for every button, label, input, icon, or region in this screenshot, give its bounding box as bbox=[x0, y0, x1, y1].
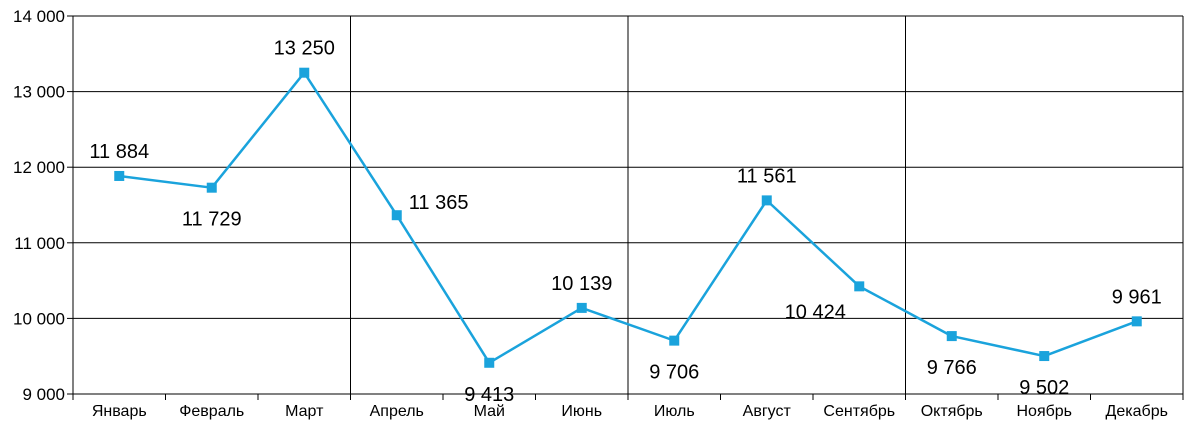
data-label: 9 961 bbox=[1112, 286, 1162, 308]
series-line-group bbox=[119, 71, 1138, 365]
data-label: 10 424 bbox=[785, 301, 846, 323]
data-label: 9 413 bbox=[464, 384, 514, 406]
x-category-label: Июнь bbox=[561, 403, 602, 420]
x-category-label: Февраль bbox=[179, 403, 244, 420]
data-label: 9 706 bbox=[649, 362, 699, 384]
data-point-marker bbox=[206, 182, 217, 193]
data-point-marker bbox=[669, 335, 680, 346]
x-category-label: Сентябрь bbox=[823, 403, 895, 420]
data-point-marker bbox=[391, 210, 402, 221]
series-markers bbox=[114, 67, 1142, 368]
data-label: 11 365 bbox=[409, 192, 469, 214]
y-tick-label: 9 000 bbox=[22, 385, 65, 404]
y-tick-label: 11 000 bbox=[14, 234, 65, 253]
data-label: 11 884 bbox=[89, 141, 149, 163]
data-point-marker bbox=[761, 195, 772, 206]
data-point-marker bbox=[299, 67, 310, 78]
y-tick-label: 14 000 bbox=[13, 7, 65, 26]
x-category-label: Апрель bbox=[370, 403, 424, 420]
x-category-label: Ноябрь bbox=[1016, 403, 1072, 420]
y-tick-label: 10 000 bbox=[13, 309, 65, 328]
data-point-marker bbox=[576, 302, 587, 313]
data-label: 10 139 bbox=[551, 273, 612, 295]
data-point-marker bbox=[484, 357, 495, 368]
x-category-label: Октябрь bbox=[921, 403, 983, 420]
data-label: 11 561 bbox=[737, 165, 797, 187]
x-category-label: Декабрь bbox=[1106, 403, 1168, 420]
x-category-label: Май bbox=[474, 403, 505, 420]
data-point-marker bbox=[854, 281, 865, 292]
series-line bbox=[119, 71, 1138, 365]
data-label: 9 766 bbox=[927, 357, 977, 379]
chart-grid bbox=[67, 15, 1184, 400]
data-point-marker bbox=[1131, 316, 1142, 327]
x-category-label: Январь bbox=[92, 403, 147, 420]
data-point-marker bbox=[946, 331, 957, 342]
data-point-marker bbox=[1039, 351, 1050, 362]
data-label: 13 250 bbox=[274, 38, 335, 60]
x-axis-categories: Январь Февраль Март Апрель Май Июнь Июль Август… bbox=[92, 403, 1168, 420]
x-category-label: Март bbox=[285, 403, 324, 420]
y-tick-label: 13 000 bbox=[13, 83, 65, 102]
data-label: 9 502 bbox=[1019, 377, 1069, 399]
y-axis-ticks: 9 000 10 000 11 000 12 000 13 000 14 000 bbox=[13, 7, 65, 404]
data-labels: 11 884 11 729 13 250 11 365 9 413 10 139 9 706… bbox=[89, 38, 1161, 406]
data-label: 11 729 bbox=[182, 209, 242, 231]
y-tick-label: 12 000 bbox=[13, 158, 65, 177]
x-category-label: Июль bbox=[654, 403, 695, 420]
data-point-marker bbox=[114, 170, 125, 181]
x-category-label: Август bbox=[743, 403, 792, 420]
